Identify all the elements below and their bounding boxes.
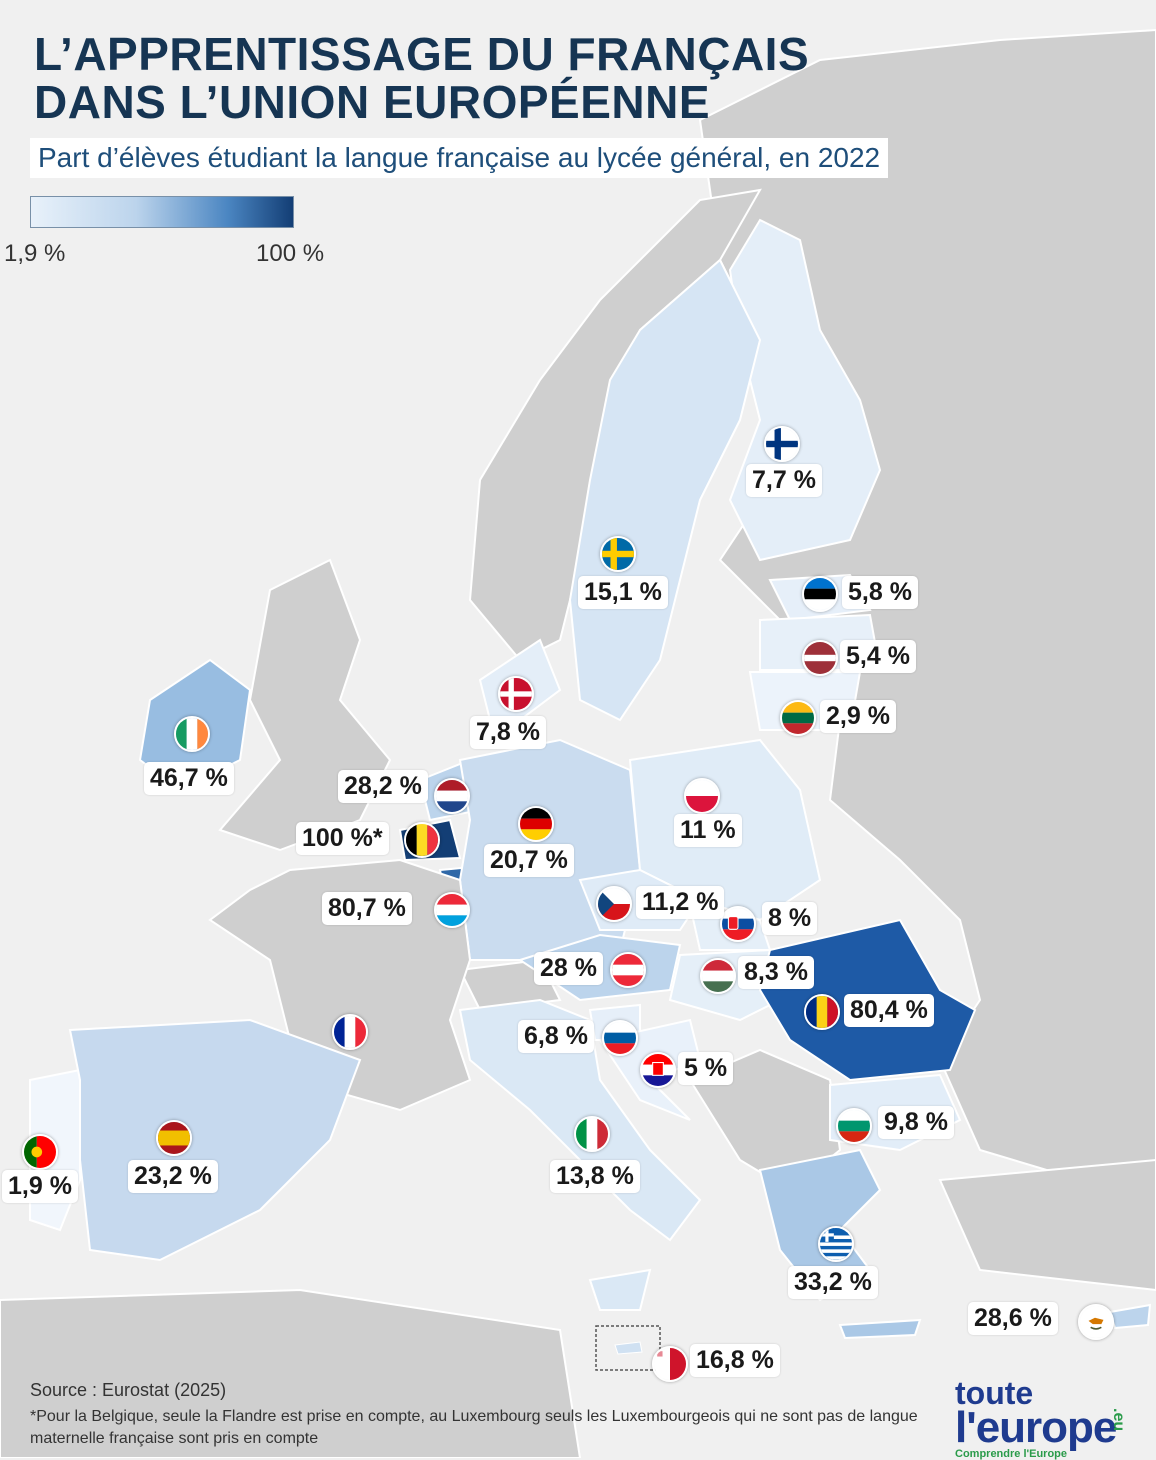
lithuania-value: 2,9 % <box>820 700 896 733</box>
austria-flag-icon <box>610 952 646 988</box>
balkans-land <box>688 1048 842 1192</box>
crete-shape <box>838 1318 922 1340</box>
portugal-value: 1,9 % <box>2 1170 78 1203</box>
sweden-flag-icon <box>600 536 636 572</box>
lithuania-flag-icon <box>780 700 816 736</box>
slovakia-flag-icon <box>720 906 756 942</box>
estonia-flag-icon <box>802 576 838 612</box>
legend-max-label: 100 % <box>256 240 325 267</box>
slovenia-flag-icon <box>602 1020 638 1056</box>
title-block: L’APPRENTISSAGE DU FRANÇAIS DANS L’UNION… <box>34 30 809 126</box>
latvia-flag-icon <box>802 640 838 676</box>
italy-flag-icon <box>574 1116 610 1152</box>
poland-value: 11 % <box>674 814 742 847</box>
page-title: L’APPRENTISSAGE DU FRANÇAIS DANS L’UNION… <box>34 30 809 126</box>
finland-value: 7,7 % <box>746 464 822 497</box>
ireland-flag-icon <box>174 716 210 752</box>
ireland-value: 46,7 % <box>144 762 234 795</box>
bulgaria-flag-icon <box>836 1108 872 1144</box>
sweden-value: 15,1 % <box>578 576 668 609</box>
estonia-value: 5,8 % <box>842 576 918 609</box>
legend-color-bar <box>30 196 294 228</box>
slovakia-value: 8 % <box>762 902 818 935</box>
legend-min-label: 1,9 % <box>4 240 66 267</box>
hungary-value: 8,3 % <box>738 956 814 989</box>
denmark-flag-icon <box>498 676 534 712</box>
portugal-flag-icon <box>22 1134 58 1170</box>
sicily-shape <box>588 1268 652 1311</box>
logo-line-1: toute <box>955 1375 1034 1411</box>
title-line-1: L’APPRENTISSAGE DU FRANÇAIS <box>34 28 810 80</box>
logo-suffix: .eu <box>1110 1408 1127 1432</box>
greece-value: 33,2 % <box>788 1266 878 1299</box>
cyprus-value: 28,6 % <box>968 1302 1058 1335</box>
north-africa-land <box>0 1288 582 1458</box>
denmark-value: 7,8 % <box>470 716 546 749</box>
spain-value: 23,2 % <box>128 1160 218 1193</box>
title-line-2: DANS L’UNION EUROPÉENNE <box>34 76 711 128</box>
slovenia-value: 6,8 % <box>518 1020 594 1053</box>
malta-flag-icon <box>652 1346 688 1382</box>
hungary-flag-icon <box>700 958 736 994</box>
bulgaria-value: 9,8 % <box>878 1106 954 1139</box>
czechia-flag-icon <box>596 886 632 922</box>
italy-value: 13,8 % <box>550 1160 640 1193</box>
germany-flag-icon <box>518 806 554 842</box>
netherlands-value: 28,2 % <box>338 770 428 803</box>
poland-flag-icon <box>684 778 720 814</box>
austria-value: 28 % <box>534 952 603 985</box>
toute-leurope-logo: toute l'europe Comprendre l'Europe .eu <box>955 1375 1140 1460</box>
finland-flag-icon <box>764 426 800 462</box>
romania-value: 80,4 % <box>844 994 934 1027</box>
subtitle: Part d’élèves étudiant la langue françai… <box>30 138 889 178</box>
germany-value: 20,7 % <box>484 844 574 877</box>
belgium-value: 100 %* <box>296 822 389 855</box>
czechia-value: 11,2 % <box>636 886 725 919</box>
luxembourg-value: 80,7 % <box>322 892 412 925</box>
greece-shape <box>758 1148 882 1302</box>
logo-tagline: Comprendre l'Europe <box>955 1448 1068 1460</box>
croatia-flag-icon <box>640 1052 676 1088</box>
logo-line-2: l'europe <box>955 1403 1117 1452</box>
footnote-text: *Pour la Belgique, seule la Flandre est … <box>30 1408 918 1447</box>
latvia-value: 5,4 % <box>840 640 916 673</box>
spain-flag-icon <box>156 1120 192 1156</box>
malta-shape <box>614 1341 643 1355</box>
netherlands-flag-icon <box>434 778 470 814</box>
france-flag-icon <box>332 1014 368 1050</box>
source-text: Source : Eurostat (2025) <box>30 1380 227 1400</box>
romania-flag-icon <box>804 994 840 1030</box>
luxembourg-flag-icon <box>434 892 470 928</box>
cyprus-flag-icon <box>1078 1304 1114 1340</box>
malta-value: 16,8 % <box>690 1344 780 1377</box>
croatia-value: 5 % <box>678 1052 734 1085</box>
greece-flag-icon <box>818 1226 854 1262</box>
turkey-land <box>938 1158 1156 1292</box>
spain-shape <box>68 1018 362 1262</box>
belgium-flag-icon <box>404 822 440 858</box>
